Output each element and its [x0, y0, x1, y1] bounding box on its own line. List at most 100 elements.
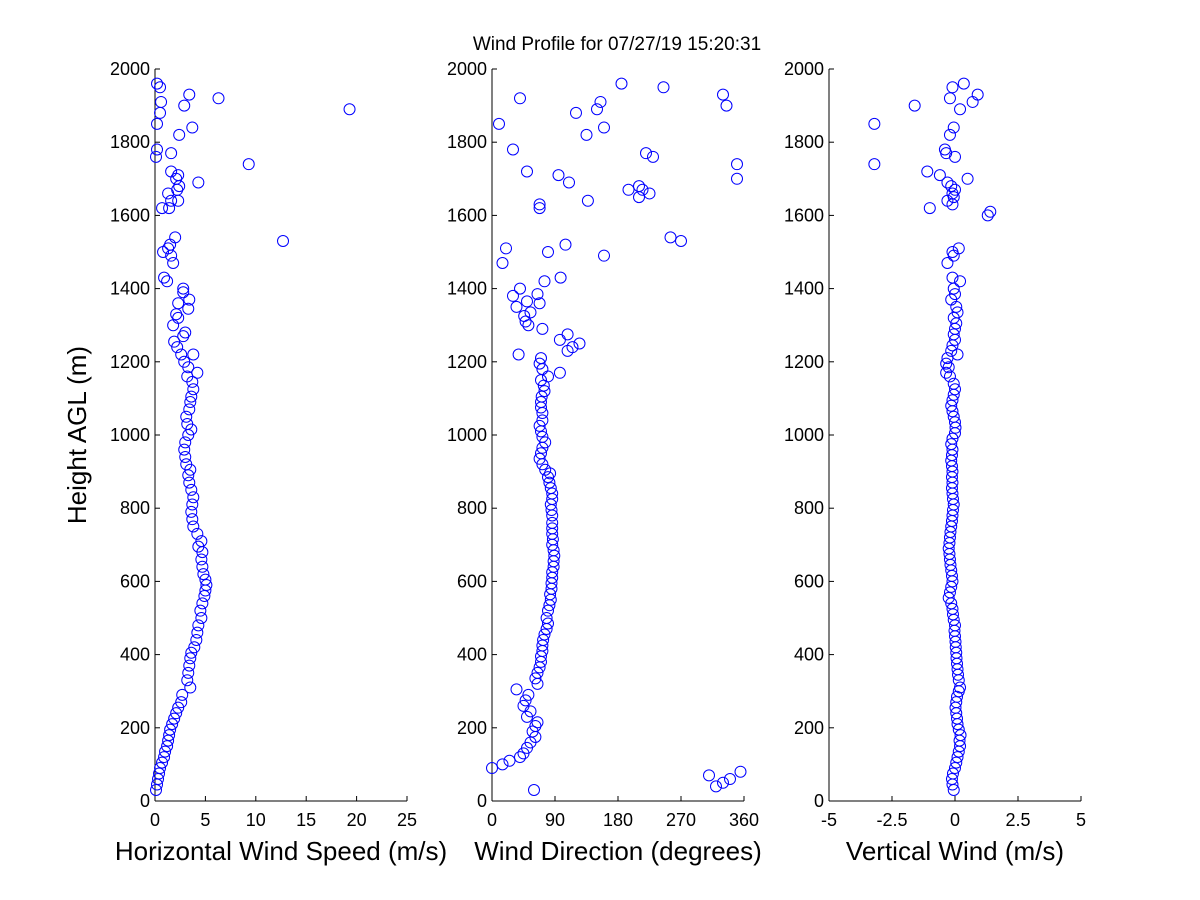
y-tick-label: 1000 [447, 425, 487, 445]
data-point [961, 172, 974, 185]
y-tick-label: 1600 [447, 205, 487, 225]
data-point [533, 452, 546, 465]
data-points [868, 77, 997, 797]
data-point [546, 516, 559, 529]
x-tick-label: -5 [821, 810, 837, 830]
data-point [538, 275, 551, 288]
data-point [949, 383, 961, 396]
data-point [196, 560, 209, 573]
y-tick-label: 2000 [447, 59, 487, 79]
data-point [510, 683, 523, 696]
data-point [940, 366, 953, 379]
data-point [185, 505, 198, 518]
data-point [519, 694, 532, 707]
data-point [536, 414, 549, 427]
data-point [168, 712, 181, 725]
data-point [187, 491, 200, 504]
data-point [941, 256, 954, 269]
x-tick-label: 5 [1076, 810, 1086, 830]
data-point [183, 476, 196, 489]
data-point [182, 302, 195, 315]
data-point [657, 81, 670, 94]
data-point [952, 242, 965, 255]
data-point [277, 235, 290, 248]
data-point [951, 690, 964, 703]
y-tick-label: 1200 [447, 352, 487, 372]
data-point [908, 99, 921, 112]
data-point [179, 450, 192, 463]
x-tick-label: 25 [397, 810, 417, 830]
data-point [731, 172, 743, 185]
data-point [531, 666, 544, 679]
data-point [538, 385, 551, 398]
data-point [175, 696, 188, 709]
data-point [868, 117, 881, 130]
data-point [536, 322, 549, 335]
data-point [172, 701, 185, 714]
data-point [622, 183, 635, 196]
data-point [954, 103, 967, 116]
data-point [514, 282, 526, 295]
y-tick-label: 1200 [110, 352, 150, 372]
data-point [178, 443, 191, 456]
data-point [636, 183, 649, 196]
y-tick-label: 400 [794, 645, 824, 665]
x-tick-label: 2.5 [1005, 810, 1030, 830]
data-point [943, 128, 956, 141]
data-point [185, 646, 198, 659]
data-point [179, 436, 192, 449]
data-point [951, 306, 964, 319]
data-point [591, 103, 603, 116]
y-tick-label: 1000 [784, 425, 824, 445]
data-point [946, 767, 959, 780]
data-point [524, 306, 537, 319]
data-point [563, 176, 575, 189]
data-point [943, 586, 956, 599]
data-point [533, 297, 546, 310]
data-point [165, 194, 178, 207]
data-point [183, 293, 196, 306]
data-point [954, 681, 967, 694]
data-point [640, 147, 652, 160]
data-point [868, 158, 881, 171]
data-point [170, 707, 183, 720]
y-tick-label: 1400 [784, 279, 824, 299]
data-point [510, 300, 523, 313]
data-point [154, 762, 167, 775]
data-point [182, 666, 195, 679]
data-point [169, 231, 182, 244]
y-tick-label: 2000 [784, 59, 824, 79]
data-point [542, 617, 554, 630]
data-point [155, 95, 168, 108]
x-axis-label: Vertical Wind (m/s) [846, 836, 1064, 866]
data-point [181, 418, 194, 431]
y-tick-label: 1800 [110, 132, 150, 152]
figure-title: Wind Profile for 07/27/19 15:20:31 [473, 34, 761, 55]
y-tick-label: 1800 [784, 132, 824, 152]
data-point [950, 756, 963, 769]
y-tick-label: 800 [457, 498, 487, 518]
data-point [971, 88, 984, 101]
data-point [194, 604, 207, 617]
data-point [151, 143, 164, 156]
data-point [559, 238, 572, 251]
data-point [151, 117, 164, 130]
y-tick-label: 200 [457, 718, 487, 738]
data-point [171, 341, 184, 354]
data-point [945, 438, 958, 451]
data-point [183, 88, 196, 101]
data-point [503, 754, 516, 767]
data-point [675, 235, 687, 248]
data-point [517, 699, 530, 712]
data-point [950, 696, 963, 709]
x-tick-label: 5 [200, 810, 210, 830]
data-point [179, 326, 192, 339]
data-point [187, 520, 200, 533]
x-tick-label: 0 [150, 810, 160, 830]
data-point [949, 762, 961, 775]
data-point [945, 344, 958, 357]
data-point [546, 522, 559, 535]
data-point [731, 158, 743, 171]
